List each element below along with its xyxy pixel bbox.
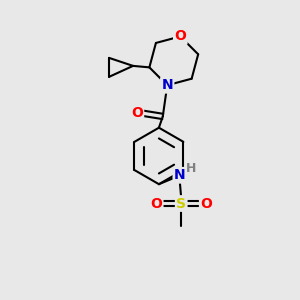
Text: N: N bbox=[161, 78, 173, 92]
Text: O: O bbox=[150, 196, 162, 211]
Text: N: N bbox=[174, 168, 185, 182]
Text: O: O bbox=[200, 196, 212, 211]
Text: O: O bbox=[174, 29, 186, 44]
Text: H: H bbox=[186, 162, 196, 175]
Text: S: S bbox=[176, 196, 186, 211]
Text: O: O bbox=[131, 106, 143, 120]
